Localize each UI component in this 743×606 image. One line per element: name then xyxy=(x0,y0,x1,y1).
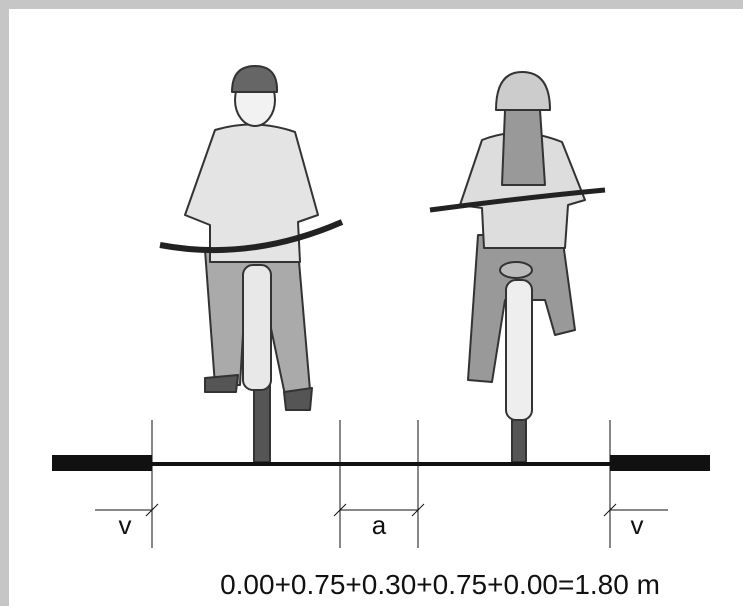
frame-left xyxy=(0,0,9,606)
curb-left xyxy=(52,455,152,471)
frame-top xyxy=(0,0,743,9)
dimension-label: a xyxy=(372,510,387,540)
page: v a v 0.00+0.75+0.30+0.75+0.00=1.80 m ((… xyxy=(0,0,743,606)
saddle xyxy=(500,262,532,278)
formula: 0.00+0.75+0.30+0.75+0.00=1.80 m xyxy=(220,569,660,600)
diagram: v a v 0.00+0.75+0.30+0.75+0.00=1.80 m xyxy=(0,0,743,606)
bike-frame xyxy=(506,280,532,420)
wheel xyxy=(254,380,270,462)
hair xyxy=(502,110,545,185)
curb-right xyxy=(610,455,710,471)
dimension-label: v xyxy=(631,510,644,540)
bike-frame xyxy=(243,265,271,390)
dimension-label: v xyxy=(119,510,132,540)
